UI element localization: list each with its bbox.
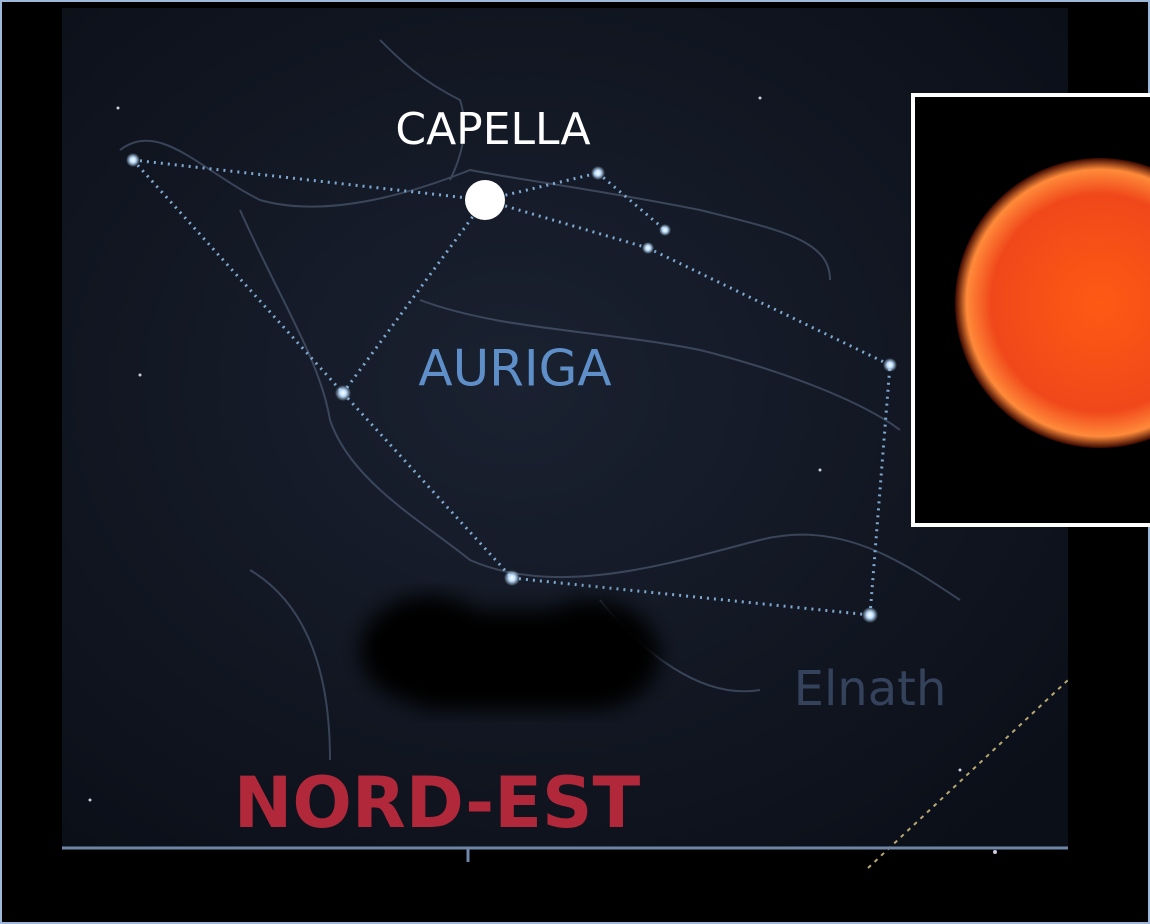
star — [959, 769, 962, 772]
constellation-label: AURIGA — [418, 340, 611, 398]
star — [591, 166, 605, 180]
star — [335, 385, 351, 401]
star — [642, 242, 654, 254]
star — [883, 358, 897, 372]
star — [659, 224, 671, 236]
star-map: CAPELLA AURIGA Elnath NORD-EST — [0, 0, 1150, 924]
star — [126, 153, 140, 167]
star — [504, 570, 520, 586]
direction-label: NORD-EST — [234, 762, 641, 844]
star — [117, 107, 120, 110]
inset — [913, 95, 1150, 525]
redaction — [360, 595, 660, 710]
capella-star — [465, 180, 505, 220]
star — [819, 469, 822, 472]
star — [759, 97, 762, 100]
star — [139, 374, 142, 377]
star — [993, 850, 997, 854]
star — [862, 607, 878, 623]
star-label: CAPELLA — [395, 104, 590, 155]
secondary-star-label: Elnath — [794, 661, 947, 717]
star — [89, 799, 92, 802]
